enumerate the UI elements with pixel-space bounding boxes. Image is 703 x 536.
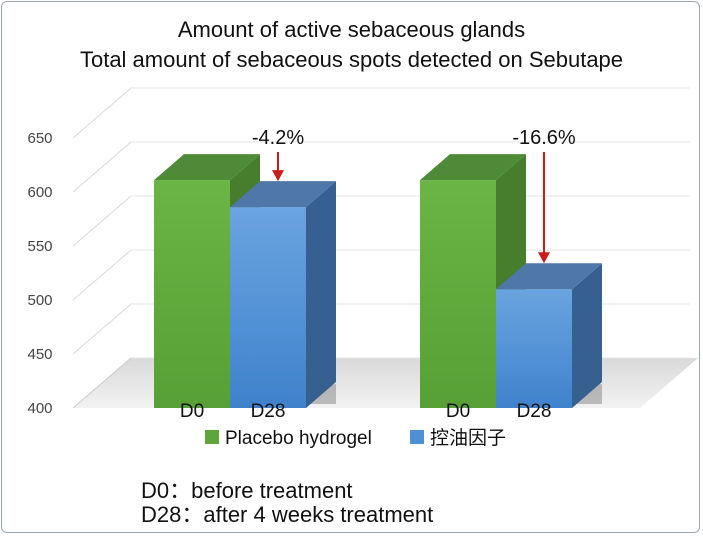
gridline-diagonal (72, 303, 132, 355)
x-category-label: D0 (446, 401, 470, 422)
gridline-diagonal (72, 87, 132, 139)
bar-top (230, 181, 336, 208)
annotation-label: -4.2% (252, 127, 304, 149)
y-tick-label: 400 (27, 400, 52, 417)
y-tick-label: 500 (27, 292, 52, 309)
axis-diagonal (72, 357, 132, 409)
y-tick-label: 550 (27, 238, 52, 255)
bar-front (420, 180, 496, 408)
bar-front (154, 180, 230, 408)
legend-swatch (410, 430, 424, 444)
x-category-label: D28 (517, 401, 552, 422)
annotation-arrow-head (272, 170, 284, 182)
chart-title: Amount of active sebaceous glands (177, 17, 526, 42)
footnote-d0: D0：before treatment (141, 478, 353, 503)
y-tick-label: 650 (27, 130, 52, 147)
bar-top (420, 154, 526, 181)
chart-subtitle: Total amount of sebaceous spots detected… (79, 47, 624, 72)
bar-side (572, 263, 602, 408)
x-category-label: D0 (180, 401, 204, 422)
legend-label: 控油因子 (430, 427, 506, 449)
y-tick-label: 600 (27, 184, 52, 201)
footnote-d28: D28：after 4 weeks treatment (141, 502, 434, 527)
bar-top (154, 154, 260, 181)
y-tick-label: 450 (27, 346, 52, 363)
legend-swatch (205, 430, 219, 444)
bar-front (230, 207, 306, 408)
bar-side (306, 181, 336, 408)
annotation-arrow-head (538, 252, 550, 264)
footnotes: D0：before treatment D28：after 4 weeks tr… (141, 479, 433, 527)
gridline-diagonal (72, 195, 132, 247)
bar-front (496, 289, 572, 408)
x-category-label: D28 (251, 401, 286, 422)
gridline-diagonal (72, 141, 132, 193)
annotation-label: -16.6% (512, 127, 576, 149)
gridline-diagonal (72, 249, 132, 301)
bar-top (496, 263, 602, 290)
legend-label: Placebo hydrogel (225, 428, 372, 449)
